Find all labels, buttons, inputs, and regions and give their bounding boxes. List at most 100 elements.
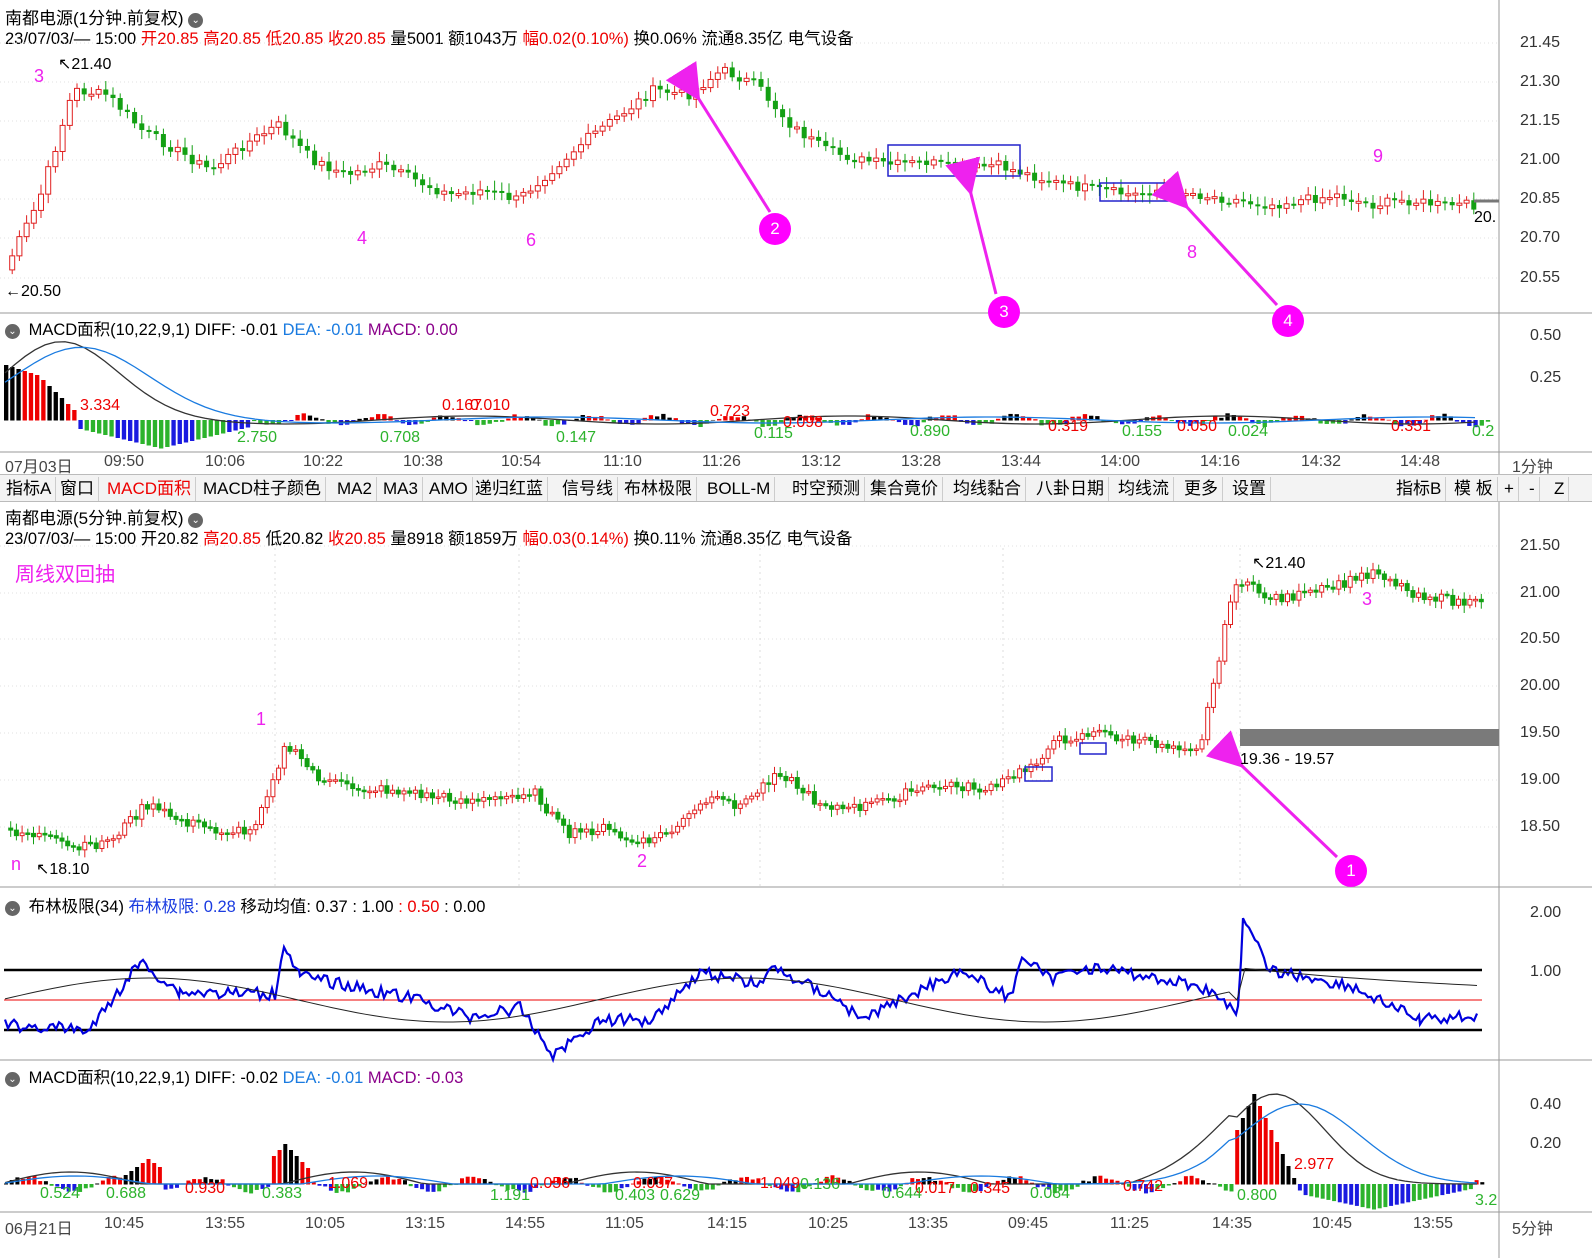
dropdown-icon[interactable]: ⌄ [188, 513, 204, 528]
lo-label-mid: ↖18.10 [36, 861, 90, 878]
toolbar-item[interactable]: 指标A [2, 477, 57, 501]
candle-body [823, 803, 829, 807]
quote-turnover: 换0.11% [633, 530, 696, 548]
macd-bar [1430, 415, 1435, 421]
toolbar-item[interactable]: AMO [425, 477, 473, 501]
candle-body [211, 167, 217, 170]
candle-body [1283, 203, 1290, 209]
candle-body [930, 159, 937, 166]
candle-body [1017, 768, 1023, 779]
candle-body [765, 86, 771, 101]
candle-body [230, 832, 236, 835]
candle-body [823, 140, 829, 147]
macd-bar [631, 1183, 635, 1185]
toolbar-right-item[interactable]: 指标B [1392, 477, 1447, 501]
macd-bar [984, 1184, 989, 1187]
macd-bar [1081, 1180, 1086, 1185]
toolbar-item[interactable]: BOLL-M [703, 477, 776, 501]
macd-bar [836, 1177, 841, 1185]
candle-body [173, 815, 179, 820]
toolbar-item[interactable]: MA2 [333, 477, 377, 501]
area-label: 0.115 [754, 425, 793, 442]
dropdown-icon[interactable]: ⌄ [188, 13, 204, 28]
candle-body [506, 192, 512, 200]
macd-bar [1252, 1094, 1257, 1185]
toolbar-right-item[interactable]: Z [1550, 477, 1570, 501]
macd-bar [890, 419, 895, 421]
toolbar-right-item[interactable]: 模 板 [1450, 477, 1498, 501]
macd-bar [4, 365, 9, 421]
price-ytick: 21.00 [1520, 151, 1561, 168]
macd-bar [543, 420, 548, 426]
toolbar-item[interactable]: MA3 [379, 477, 423, 501]
toolbar-item[interactable]: MACD面积 [103, 477, 197, 501]
candle-body [880, 158, 886, 162]
toolbar-item[interactable]: 递归红蓝 [471, 477, 548, 501]
candle-body [663, 832, 669, 835]
toolbar-item[interactable]: 集合竟价 [866, 477, 943, 501]
macd-bar [22, 371, 27, 421]
period-5min[interactable]: 5分钟 [1512, 1221, 1553, 1238]
area-label: 0.147 [556, 429, 597, 446]
macd-bar [679, 420, 685, 424]
candle-body [1068, 740, 1074, 744]
toolbar-item[interactable]: MACD柱子颜色 [199, 477, 327, 501]
candle-body [1273, 593, 1279, 600]
candle-body [369, 168, 376, 173]
candle-body [800, 787, 806, 794]
toolbar-item[interactable]: 布林极限 [620, 477, 697, 501]
macd2-ytick: 0.20 [1530, 1135, 1562, 1152]
collapse-icon[interactable]: ⌄ [5, 901, 20, 916]
toolbar-item[interactable]: 时空预测 [788, 477, 865, 501]
macd-bar [1454, 420, 1460, 422]
wave-label-n: n [11, 854, 22, 874]
toolbar-item[interactable]: 均线流 [1114, 477, 1174, 501]
macd-bar [893, 1184, 898, 1190]
candle-body [806, 791, 812, 794]
candle-body [367, 790, 373, 794]
toolbar-item[interactable]: 均线黏合 [949, 477, 1026, 501]
collapse-icon[interactable]: ⌄ [5, 324, 20, 339]
toolbar-item[interactable]: 窗口 [56, 477, 99, 501]
candle-body [219, 832, 225, 835]
quote-high: 高20.85 [203, 30, 261, 48]
candle-body [1147, 193, 1153, 196]
toolbar-right-item[interactable]: - [1525, 477, 1540, 501]
macd-bar [699, 1184, 704, 1191]
candle-body [287, 746, 293, 752]
candle-body [1131, 735, 1137, 744]
toolbar-item[interactable]: 八卦日期 [1032, 477, 1109, 501]
toolbar-item[interactable]: 设置 [1228, 477, 1271, 501]
macd-bar [574, 418, 579, 421]
toolbar-item[interactable]: 更多 [1180, 477, 1223, 501]
macd-bar [1120, 420, 1125, 425]
candle-body [1438, 593, 1444, 602]
macd-bar [1440, 1184, 1445, 1196]
candle-body [275, 121, 282, 128]
macd-bar [1075, 1184, 1080, 1187]
candle-body [743, 798, 749, 805]
macd-bar [129, 1171, 134, 1185]
macd-bar [950, 1184, 955, 1189]
toolbar-item[interactable]: 信号线 [558, 477, 618, 501]
macd-bar [1406, 1184, 1411, 1203]
toolbar-right-item[interactable]: + [1500, 477, 1519, 501]
macd-bar [237, 1184, 242, 1190]
candle-body [1240, 199, 1246, 202]
candle-body [834, 804, 840, 810]
candle-body [658, 832, 663, 839]
collapse-icon[interactable]: ⌄ [5, 1072, 20, 1087]
time-tick: 13:12 [801, 453, 842, 470]
macd-bar [157, 1167, 162, 1185]
candle-body [1204, 197, 1211, 201]
macd-bar [617, 420, 623, 424]
quote-low: 低20.82 [265, 530, 324, 548]
period-1min[interactable]: 1分钟 [1512, 459, 1553, 476]
macd-bar [295, 414, 300, 421]
candle-body [916, 160, 922, 163]
macd-bar [1281, 417, 1286, 421]
candle-body [1132, 192, 1139, 196]
candle-body [1118, 187, 1124, 195]
time-tick: 14:32 [1301, 453, 1342, 470]
candle-body [281, 746, 287, 769]
